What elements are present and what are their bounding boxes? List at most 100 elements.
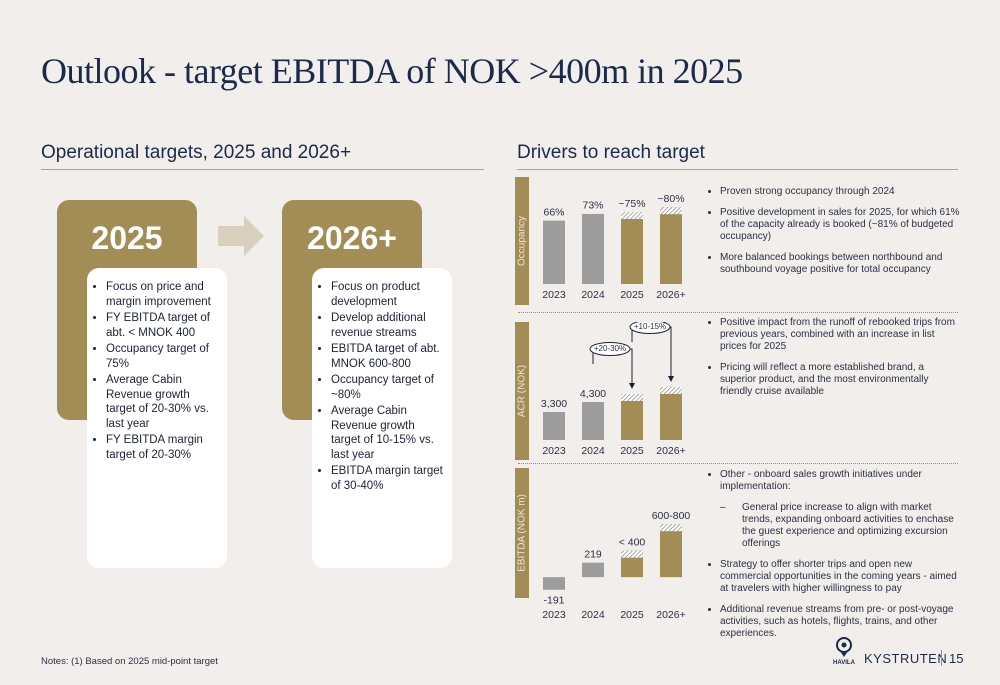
bullet: Additional revenue streams from pre- or … xyxy=(720,604,962,640)
value-label: 66% xyxy=(543,206,564,218)
card-item: Average Cabin Revenue growth target of 1… xyxy=(331,404,446,462)
bar-hatch xyxy=(621,212,643,219)
bullet-text: Positive impact from the runoff of reboo… xyxy=(720,317,955,352)
card-item: FY EBITDA margin target of 20-30% xyxy=(106,433,221,462)
bullet-text: Other - onboard sales growth initiatives… xyxy=(720,469,922,492)
bar xyxy=(621,394,643,440)
annotation-bubble xyxy=(629,322,671,334)
bullet: Proven strong occupancy through 2024 xyxy=(720,186,962,198)
separator xyxy=(518,312,958,313)
arrow-head xyxy=(668,376,674,382)
bar xyxy=(582,402,604,440)
card-item: Develop additional revenue streams xyxy=(331,311,446,340)
card-item: EBITDA target of abt. MNOK 600-800 xyxy=(331,342,446,371)
divider xyxy=(941,650,942,666)
notes: Notes: (1) Based on 2025 mid-point targe… xyxy=(41,656,218,667)
card-list: Focus on price and margin improvementFY … xyxy=(97,280,221,462)
x-tick-label: 2025 xyxy=(620,445,644,457)
x-tick-label: 2026+ xyxy=(656,609,686,621)
bar-hatch xyxy=(621,550,643,558)
bullet: Positive development in sales for 2025, … xyxy=(720,207,962,243)
bullet: Pricing will reflect a more established … xyxy=(720,362,962,398)
card-list: Focus on product developmentDevelop addi… xyxy=(322,280,446,493)
annotation-bubble xyxy=(589,342,631,356)
bullet-text: Additional revenue streams from pre- or … xyxy=(720,604,954,639)
bullet: Strategy to offer shorter trips and open… xyxy=(720,559,962,595)
chart: Occupancy 66% 2023 73% 2024 ~75% 2025 ~80% 2026+ xyxy=(515,177,686,305)
card-item: Occupancy target of ~80% xyxy=(331,373,446,402)
value-label: 3,300 xyxy=(541,398,567,410)
bullet-text: More balanced bookings between northboun… xyxy=(720,252,943,275)
card-item: Focus on product development xyxy=(331,280,446,309)
x-tick-label: 2026+ xyxy=(656,289,686,301)
value-label: 219 xyxy=(584,548,602,560)
card-item: EBITDA margin target of 30-40% xyxy=(331,464,446,493)
bullet-list: Other - onboard sales growth initiatives… xyxy=(707,469,962,640)
logo-text: HAVILA xyxy=(833,660,856,666)
card: Focus on product developmentDevelop addi… xyxy=(312,268,452,568)
bar xyxy=(582,213,604,284)
chart: EBITDA (NOK m) -191 2023 219 2024 < 400 2025 60… xyxy=(515,468,691,621)
bullet-text: Proven strong occupancy through 2024 xyxy=(720,186,895,197)
bullet-text: Positive development in sales for 2025, … xyxy=(720,207,960,242)
x-tick-label: 2023 xyxy=(542,609,566,621)
annotation: +10-15% xyxy=(634,322,666,331)
rule xyxy=(41,169,484,170)
bar xyxy=(543,412,565,440)
slide-title: Outlook - target EBITDA of NOK >400m in … xyxy=(41,51,743,91)
x-tick-label: 2025 xyxy=(620,289,644,301)
bullet: More balanced bookings between northboun… xyxy=(720,252,962,276)
value-label: 4,300 xyxy=(580,388,606,400)
sub-bullet: General price increase to align with mar… xyxy=(742,502,962,550)
card-item: Focus on price and margin improvement xyxy=(106,280,221,309)
bar xyxy=(543,577,565,590)
axis-label: EBITDA (NOK m) xyxy=(517,494,528,572)
sub-list: General price increase to align with mar… xyxy=(720,502,962,550)
section-heading: Drivers to reach target xyxy=(517,142,705,163)
bar xyxy=(543,220,565,284)
bar xyxy=(660,207,682,284)
axis-label-band xyxy=(515,322,529,460)
bar xyxy=(582,562,604,578)
card-year: 2026+ xyxy=(307,220,397,256)
card-item: Occupancy target of 75% xyxy=(106,342,221,371)
bar xyxy=(621,212,643,284)
driver-bullets: Other - onboard sales growth initiatives… xyxy=(707,469,962,649)
separator xyxy=(518,463,958,464)
bar-hatch xyxy=(660,524,682,532)
value-label: ~80% xyxy=(657,193,684,205)
rule xyxy=(517,169,958,170)
arrow xyxy=(218,216,264,256)
axis-label-band xyxy=(515,468,529,598)
value-label: 73% xyxy=(582,200,603,212)
page-number: 15 xyxy=(949,651,964,666)
bar xyxy=(660,387,682,440)
section-heading: Operational targets, 2025 and 2026+ xyxy=(41,142,352,163)
bullet: Positive impact from the runoff of reboo… xyxy=(720,317,962,353)
annotation: +20-30% xyxy=(594,344,626,353)
x-tick-label: 2025 xyxy=(620,609,644,621)
card-item: Average Cabin Revenue growth target of 2… xyxy=(106,373,221,431)
x-tick-label: 2024 xyxy=(581,609,605,621)
bar-hatch xyxy=(660,387,682,394)
bullet-list: Positive impact from the runoff of reboo… xyxy=(707,317,962,398)
axis-label: ACR (NOK) xyxy=(517,365,528,417)
value-label: 600-800 xyxy=(652,510,691,522)
bullet-text: Strategy to offer shorter trips and open… xyxy=(720,559,957,594)
card-year: 2025 xyxy=(91,220,163,256)
annotation-arrow xyxy=(631,326,672,377)
arrow-head xyxy=(629,383,635,389)
brand: KYSTRUTEN xyxy=(864,651,948,666)
driver-bullets: Positive impact from the runoff of reboo… xyxy=(707,317,962,407)
value-label: < 400 xyxy=(619,536,646,548)
driver-bullets: Proven strong occupancy through 2024 Posi… xyxy=(707,186,962,285)
x-tick-label: 2024 xyxy=(581,289,605,301)
x-tick-label: 2023 xyxy=(542,289,566,301)
card: Focus on price and margin improvementFY … xyxy=(87,268,227,568)
chart: ACR (NOK) 3,300 2023 4,300 2024 2025 2026+ +20-… xyxy=(515,322,686,460)
axis-label: Occupancy xyxy=(517,216,528,266)
card-item: FY EBITDA target of abt. < MNOK 400 xyxy=(106,311,221,340)
logo-icon: HAVILA xyxy=(833,637,856,666)
x-tick-label: 2023 xyxy=(542,445,566,457)
